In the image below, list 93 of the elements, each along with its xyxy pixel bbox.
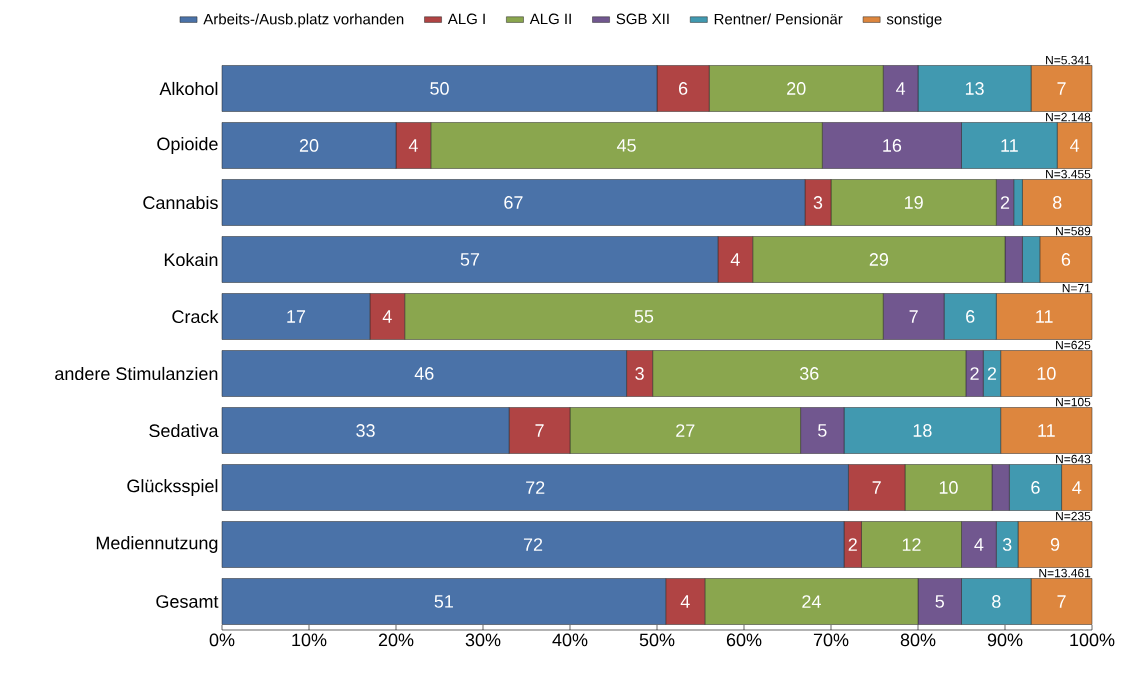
x-tick-label: 20%: [378, 633, 414, 647]
annotation: N=5.341: [1046, 55, 1091, 65]
legend-label: Arbeits-/Ausb.platz vorhanden: [203, 13, 404, 28]
data-label: 50: [430, 82, 449, 95]
data-label: 4: [1072, 481, 1082, 494]
data-label: 18: [913, 424, 932, 437]
data-label: 11: [1001, 139, 1018, 152]
data-label: 6: [679, 82, 688, 95]
data-label: 11: [1038, 424, 1055, 437]
data-label: 4: [382, 310, 392, 323]
data-label: 2: [970, 367, 979, 380]
y-tick-label: Kokain: [164, 252, 218, 267]
data-label: 5: [935, 595, 945, 608]
data-label: 4: [408, 139, 418, 152]
data-label: 55: [634, 310, 654, 323]
x-tick-label: 30%: [465, 633, 501, 647]
data-label: 29: [869, 253, 889, 266]
data-label: 6: [1031, 481, 1040, 494]
x-tick-label: 100%: [1070, 633, 1115, 647]
annotation: N=235: [1056, 511, 1091, 521]
data-label: 27: [676, 424, 695, 437]
data-label: 9: [1050, 538, 1060, 551]
legend-label: Rentner/ Pensionär: [714, 13, 843, 25]
data-label: 4: [730, 253, 740, 266]
x-tick-label: 70%: [813, 633, 849, 647]
data-label: 20: [787, 82, 806, 95]
x-tick-label: 0%: [209, 633, 235, 647]
data-label: 4: [680, 595, 690, 608]
data-label: 7: [1057, 82, 1066, 95]
data-label: 4: [896, 82, 906, 95]
x-tick-label: 90%: [987, 633, 1023, 647]
x-tick-label: 40%: [552, 633, 588, 647]
data-label: 6: [1061, 253, 1071, 266]
data-label: 4: [974, 538, 984, 551]
data-label: 3: [813, 196, 823, 209]
data-label: 7: [909, 310, 918, 323]
data-label: 24: [802, 595, 821, 608]
data-label: 57: [460, 253, 480, 266]
data-label: 72: [526, 481, 545, 494]
data-label: 6: [966, 310, 975, 323]
data-label: 4: [1070, 139, 1080, 152]
annotation: N=3.455: [1046, 169, 1091, 179]
annotation: N=71: [1062, 284, 1091, 293]
x-tick-label: 60%: [726, 633, 762, 647]
data-label: 17: [287, 310, 306, 323]
y-tick-label: Mediennutzung: [96, 536, 218, 553]
y-tick-label: Alkohol: [159, 81, 218, 96]
data-label: 11: [1036, 310, 1053, 323]
data-label: 2: [848, 538, 857, 551]
data-label: 12: [902, 538, 921, 551]
data-label: 2: [1000, 196, 1010, 209]
x-tick-label: 80%: [900, 633, 936, 647]
legend-label: ALG I: [447, 13, 485, 25]
data-label: 10: [939, 481, 958, 494]
data-label: 5: [818, 424, 827, 437]
y-tick-label: andere Stimulanzien: [55, 366, 218, 381]
data-label: 72: [523, 538, 543, 551]
annotation: N=625: [1056, 340, 1091, 350]
y-tick-label: Glücksspiel: [127, 479, 218, 496]
data-label: 8: [1052, 196, 1062, 209]
data-label: 36: [799, 367, 819, 380]
y-tick-label: Sedativa: [149, 423, 219, 438]
annotation: N=13.461: [1039, 568, 1091, 578]
data-label: 7: [1057, 595, 1066, 608]
data-label: 13: [965, 82, 984, 95]
data-label: 7: [535, 424, 544, 437]
x-tick-label: 50%: [639, 633, 675, 647]
annotation: N=589: [1056, 226, 1091, 236]
data-label: 33: [356, 424, 375, 437]
data-label: 67: [504, 196, 523, 209]
data-label: 19: [905, 196, 923, 209]
data-label: 2: [987, 367, 997, 380]
legend-label: sonstige: [886, 13, 942, 28]
annotation: N=105: [1056, 397, 1091, 407]
data-label: 8: [992, 595, 1001, 608]
legend-label: SGB XII: [616, 13, 669, 25]
data-label: 3: [1002, 538, 1012, 551]
data-label: 20: [299, 139, 319, 152]
data-label: 46: [414, 367, 434, 380]
annotation: N=2.148: [1046, 112, 1091, 122]
legend-label: ALG II: [529, 13, 571, 25]
data-label: 7: [872, 481, 881, 494]
data-label: 3: [635, 367, 644, 380]
data-label: 51: [434, 595, 453, 608]
y-tick-label: Opioide: [157, 137, 218, 154]
data-label: 10: [1037, 367, 1056, 380]
y-tick-label: Gesamt: [156, 595, 219, 608]
y-tick-label: Cannabis: [143, 195, 218, 210]
data-label: 16: [883, 139, 902, 152]
x-tick-label: 10%: [292, 633, 327, 647]
annotation: N=643: [1056, 454, 1091, 464]
data-label: 45: [616, 139, 636, 152]
y-tick-label: Crack: [172, 309, 219, 324]
